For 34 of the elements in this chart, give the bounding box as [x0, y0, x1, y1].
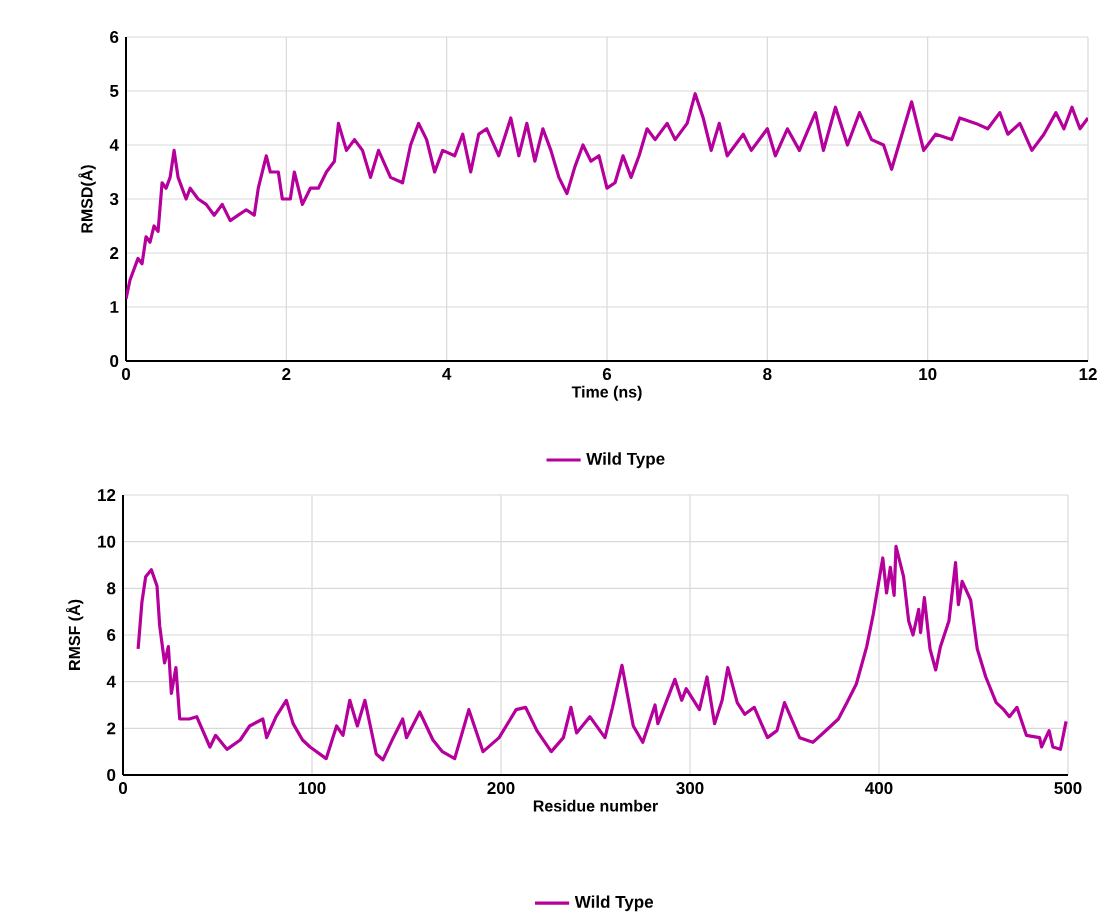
- y-axis-title: RMSD(Å): [78, 165, 96, 233]
- y-axis-title: RMSF (Å): [65, 599, 84, 671]
- x-tick-label: 400: [865, 782, 893, 795]
- y-tick-label: 12: [98, 489, 116, 502]
- x-axis-title: Residue number: [533, 799, 658, 812]
- x-tick-label: 0: [121, 368, 131, 381]
- x-tick-label: 12: [1079, 368, 1097, 381]
- y-tick-label: 1: [110, 301, 119, 313]
- y-tick-label: 4: [106, 675, 116, 688]
- x-tick-label: 0: [118, 782, 128, 795]
- legend-label: Wild Type: [574, 895, 654, 912]
- y-tick-label: 3: [109, 193, 119, 206]
- x-tick-label: 10: [919, 368, 937, 381]
- y-tick-label: 8: [107, 582, 116, 595]
- y-tick-label: 4: [109, 139, 119, 151]
- x-axis-title: Time (ns): [571, 385, 642, 401]
- x-tick-label: 8: [763, 368, 772, 381]
- x-tick-label: 500: [1054, 782, 1082, 795]
- x-tick-label: 100: [298, 782, 326, 795]
- y-tick-label: 0: [110, 355, 119, 368]
- x-tick-label: 200: [487, 782, 515, 795]
- y-tick-label: 5: [110, 85, 119, 98]
- legend-label: Wild Type: [586, 452, 665, 469]
- y-tick-label: 6: [110, 31, 119, 44]
- x-tick-label: 2: [282, 368, 291, 381]
- y-tick-label: 2: [110, 247, 119, 260]
- y-tick-label: 10: [98, 535, 116, 548]
- x-tick-label: 300: [676, 782, 704, 795]
- x-tick-label: 6: [602, 368, 612, 381]
- y-tick-label: 6: [107, 629, 116, 642]
- x-tick-label: 4: [442, 368, 452, 380]
- y-tick-label: 0: [107, 769, 116, 782]
- y-tick-label: 2: [107, 722, 116, 735]
- line-series: [136, 544, 1068, 762]
